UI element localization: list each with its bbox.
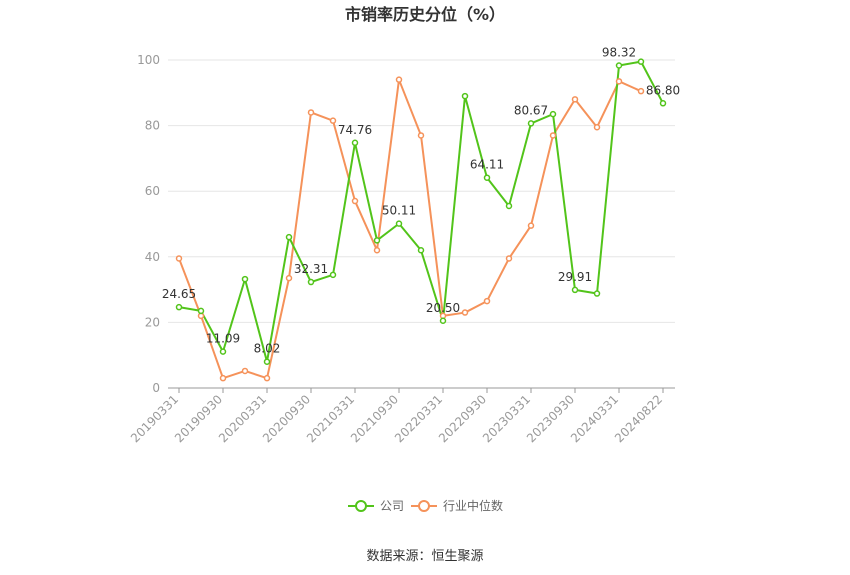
data-label: 32.31 — [294, 262, 328, 276]
data-point[interactable] — [593, 290, 601, 297]
data-point[interactable] — [373, 237, 381, 244]
data-point[interactable] — [329, 117, 337, 124]
data-point[interactable] — [263, 358, 271, 365]
data-point[interactable] — [549, 132, 557, 139]
data-label: 8.02 — [254, 342, 281, 356]
data-point[interactable] — [241, 275, 249, 283]
data-point[interactable] — [285, 274, 293, 282]
legend-industry-marker — [418, 500, 430, 512]
series-line-1 — [178, 78, 642, 380]
series-points — [175, 58, 667, 382]
data-label: 98.32 — [602, 46, 636, 60]
data-point[interactable] — [329, 271, 337, 279]
data-point[interactable] — [285, 233, 293, 241]
data-point[interactable] — [637, 58, 645, 65]
data-label: 29.91 — [558, 270, 592, 284]
data-label: 20.50 — [426, 301, 460, 315]
data-point[interactable] — [219, 348, 227, 355]
data-point[interactable] — [417, 246, 425, 254]
data-label: 86.80 — [646, 83, 680, 97]
grid-lines — [168, 59, 675, 323]
data-point[interactable] — [461, 309, 469, 316]
data-point[interactable] — [483, 297, 491, 305]
data-point[interactable] — [593, 123, 601, 131]
data-point[interactable] — [395, 76, 403, 83]
legend[interactable]: 公司 行业中位数 — [348, 498, 503, 513]
legend-item-company[interactable]: 公司 — [348, 499, 404, 513]
data-point[interactable] — [307, 109, 315, 116]
x-tick-label: 20240822 — [612, 392, 665, 445]
data-point[interactable] — [527, 120, 535, 127]
data-label: 80.67 — [514, 103, 548, 117]
data-label: 11.09 — [206, 332, 240, 346]
data-point[interactable] — [263, 374, 271, 382]
data-label: 74.76 — [338, 123, 372, 137]
data-label: 24.65 — [162, 287, 196, 301]
data-label: 64.11 — [470, 158, 504, 172]
legend-industry-label: 行业中位数 — [443, 498, 503, 513]
y-tick-label: 100 — [137, 53, 160, 67]
data-point[interactable] — [351, 139, 359, 147]
legend-item-industry-median[interactable]: 行业中位数 — [411, 498, 503, 513]
data-source-note: 数据来源：恒生聚源 — [366, 549, 483, 564]
axes: 0204060801002019033120190930202003312020… — [128, 53, 675, 445]
data-point[interactable] — [571, 286, 579, 294]
y-tick-label: 0 — [152, 381, 160, 395]
series-line-0 — [178, 60, 664, 363]
data-point[interactable] — [241, 367, 249, 375]
y-tick-label: 40 — [145, 250, 160, 264]
data-point[interactable] — [637, 87, 645, 95]
data-point[interactable] — [197, 307, 205, 315]
y-tick-label: 20 — [145, 315, 160, 329]
data-point[interactable] — [549, 110, 557, 118]
data-point[interactable] — [351, 197, 359, 205]
y-tick-label: 60 — [145, 184, 160, 198]
data-point[interactable] — [417, 132, 425, 139]
data-point[interactable] — [615, 78, 623, 85]
data-point[interactable] — [483, 174, 491, 181]
data-labels: 24.65 11.09 8.02 32.31 74.76 50.11 20.50 64.11 8… — [162, 46, 680, 356]
data-point[interactable] — [615, 62, 623, 69]
data-point[interactable] — [527, 222, 535, 229]
y-tick-label: 80 — [145, 119, 160, 133]
data-point[interactable] — [395, 220, 403, 227]
data-point[interactable] — [373, 246, 381, 254]
legend-company-marker — [355, 500, 367, 512]
data-label: 50.11 — [382, 204, 416, 218]
series-lines — [178, 60, 664, 380]
data-point[interactable] — [439, 317, 447, 325]
data-point[interactable] — [571, 96, 579, 103]
data-point[interactable] — [175, 303, 183, 311]
data-point[interactable] — [219, 374, 227, 382]
data-point[interactable] — [307, 278, 315, 286]
data-point[interactable] — [175, 255, 183, 262]
legend-company-label: 公司 — [380, 499, 404, 513]
data-point[interactable] — [505, 255, 513, 262]
data-point[interactable] — [461, 92, 469, 100]
chart-title: 市销率历史分位（%） — [345, 5, 505, 24]
data-point[interactable] — [505, 202, 513, 210]
data-point[interactable] — [659, 100, 667, 107]
